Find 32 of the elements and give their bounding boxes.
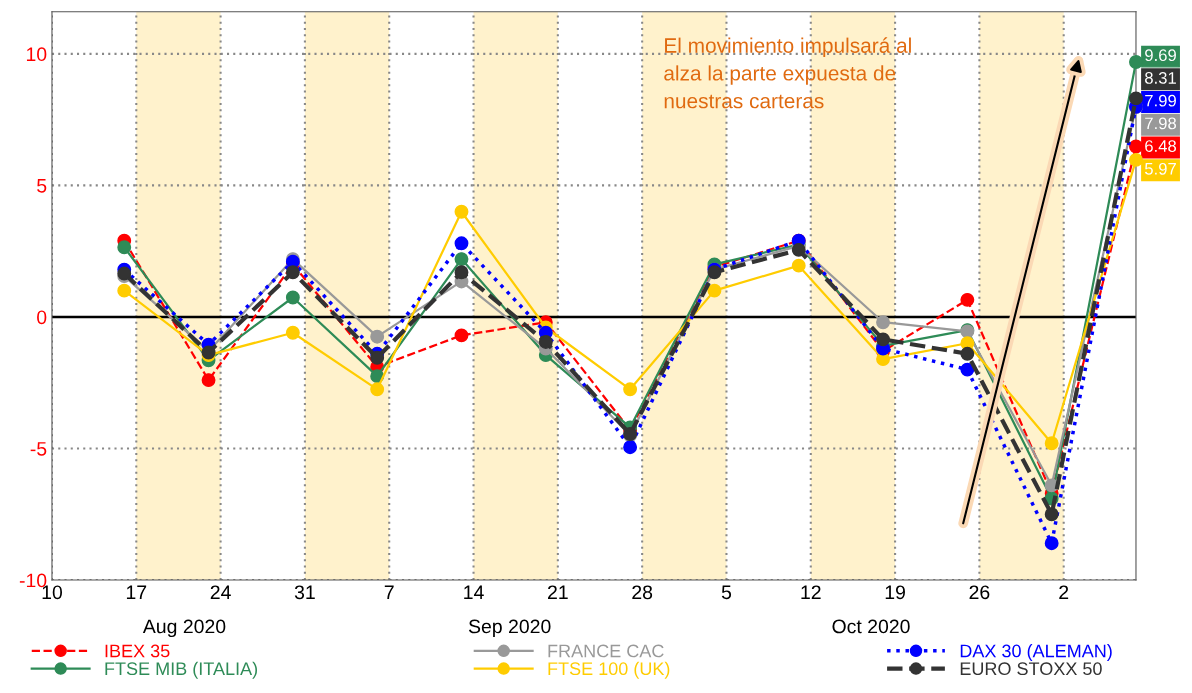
legend-label: EURO STOXX 50 [960,662,1102,676]
x2-tick-label: Aug 2020 [142,619,226,638]
legend-label: FTSE MIB (ITALIA) [105,661,258,679]
data-label: 9.69 [1145,49,1176,62]
x-tick-label: 7 [384,585,394,599]
y-tick-label: 0 [37,310,47,325]
x-tick-label: 2 [1059,585,1069,599]
x-tick-label: 5 [721,585,732,600]
data-label: 7.98 [1145,117,1177,130]
x-tick-label: 26 [969,585,990,600]
y-tick-label: 5 [37,179,47,193]
y-tick-label: 10 [26,47,47,62]
legend-label: FTSE 100 (UK) [548,661,670,679]
data-label: 8.31 [1145,72,1176,84]
x-tick-label: 14 [464,585,484,599]
x2-tick-label: Sep 2020 [468,619,551,638]
data-label: 5.97 [1144,162,1176,175]
y-tick-label: -5 [30,442,47,456]
x-tick-label: 31 [294,585,315,600]
legend-label: DAX 30 (ALEMAN) [960,644,1112,661]
x-tick-label: 17 [126,585,147,599]
x-tick-label: 21 [548,585,568,599]
x-tick-label: 19 [885,585,905,600]
x2-tick-label: Oct 2020 [832,619,910,634]
x-tick-label: 24 [210,585,231,599]
annotation: El movimiento impulsará al alza la parte expuesta de nuestras carteras [664,37,911,109]
legend-label: FRANCE CAC [548,644,664,658]
data-label: 6.48 [1145,140,1177,152]
x-tick-label: 12 [801,585,821,599]
x-tick-label: 28 [632,585,653,600]
data-label: 7.99 [1145,94,1176,107]
legend-label: IBEX 35 [105,644,170,658]
